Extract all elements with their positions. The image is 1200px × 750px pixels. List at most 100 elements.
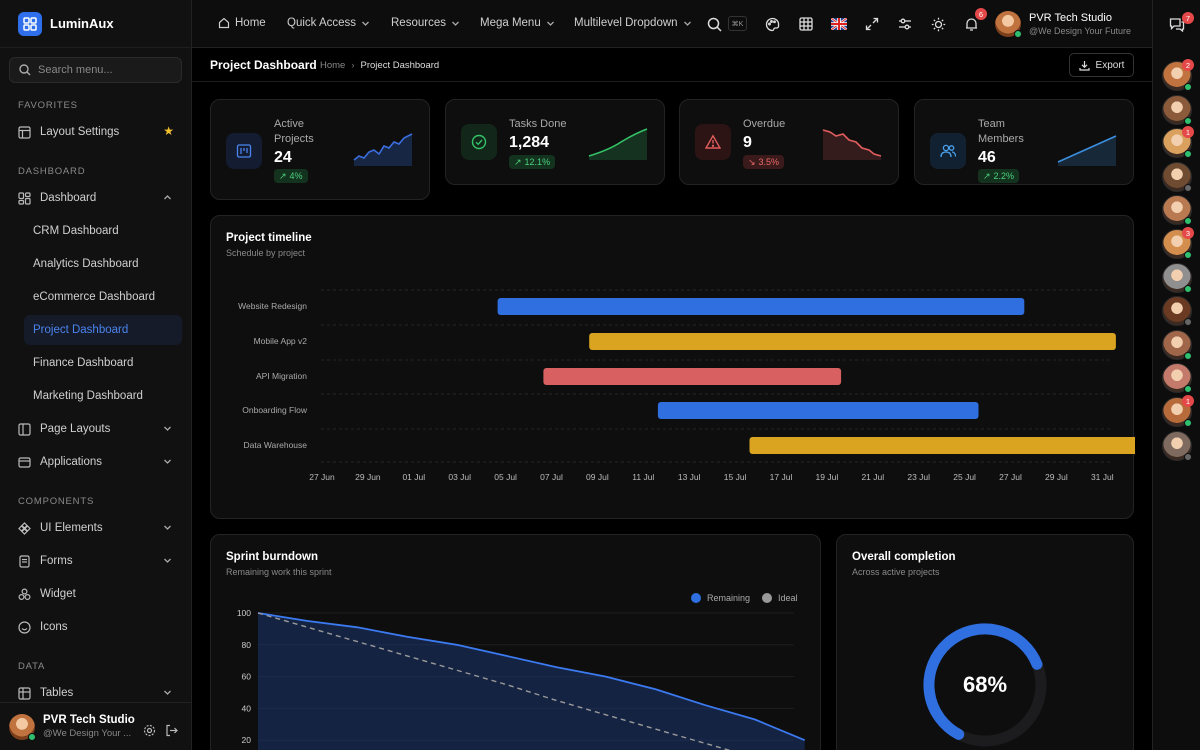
nav-marketing-dashboard[interactable]: Marketing Dashboard: [9, 381, 182, 411]
window-icon: [18, 456, 31, 468]
nav-crm-dashboard[interactable]: CRM Dashboard: [9, 216, 182, 246]
legend-item-remaining[interactable]: Remaining: [691, 593, 750, 603]
nav-widget[interactable]: Widget: [9, 579, 182, 609]
nav-label: UI Elements: [40, 522, 103, 534]
contact-avatar[interactable]: 1: [1162, 126, 1194, 159]
grid-icon[interactable]: [797, 15, 815, 33]
stat-value: 24: [274, 149, 292, 166]
top-nav-quick-access[interactable]: Quick Access: [287, 17, 370, 29]
top-nav-mega-menu[interactable]: Mega Menu: [480, 17, 555, 29]
card-title: Project timeline: [226, 232, 312, 244]
nav-ecommerce-dashboard[interactable]: eCommerce Dashboard: [9, 282, 182, 312]
contact-avatar[interactable]: 2: [1162, 59, 1194, 91]
contact-avatar[interactable]: [1162, 296, 1192, 327]
nav-dashboard[interactable]: Dashboard: [9, 183, 182, 213]
contact-avatar[interactable]: [1162, 329, 1192, 360]
gantt-bar[interactable]: [657, 402, 979, 419]
chevron-up-icon: [164, 195, 171, 200]
nav-applications[interactable]: Applications: [9, 447, 182, 477]
top-nav-label: Home: [235, 17, 266, 29]
burndown-remaining-line[interactable]: [257, 612, 806, 742]
contact-avatar[interactable]: 3: [1162, 227, 1194, 259]
gantt-bar[interactable]: [497, 298, 1025, 315]
contact-avatar[interactable]: 1: [1162, 395, 1194, 427]
stat-card-active-projects[interactable]: Active Projects 24 ↗ 4%: [210, 99, 430, 200]
sun-icon[interactable]: [929, 15, 947, 33]
burndown-ideal-line[interactable]: [257, 612, 805, 750]
nav-icons[interactable]: Icons: [9, 612, 182, 642]
contact-avatar[interactable]: [1162, 262, 1192, 293]
sliders-icon[interactable]: [896, 15, 914, 33]
breadcrumb-home[interactable]: Home: [320, 60, 346, 71]
warning-icon: [695, 124, 731, 160]
bell-icon[interactable]: [962, 15, 980, 33]
search-icon[interactable]: [705, 15, 723, 33]
sidebar-profile[interactable]: PVR Tech Studio @We Design Your ...: [0, 702, 192, 750]
stat-change: 12.1%: [524, 157, 551, 167]
contact-avatar[interactable]: [1162, 363, 1192, 394]
sparkline-tasks-done: [588, 128, 648, 160]
stat-label: Overdue: [743, 118, 786, 130]
gear-icon[interactable]: [143, 724, 156, 737]
palette-icon[interactable]: [763, 15, 781, 33]
stat-value: 9: [743, 134, 752, 151]
stat-change-badge: ↘ 3.5%: [743, 155, 785, 169]
document-icon: [19, 554, 30, 568]
gantt-tick-label: 21 Jul: [861, 472, 884, 482]
gantt-bar[interactable]: [589, 333, 1116, 350]
nav-project-dashboard[interactable]: Project Dashboard: [24, 315, 182, 345]
nav-label: Widget: [40, 588, 76, 600]
trend-up-icon: ↗: [279, 170, 287, 181]
gantt-bar[interactable]: [543, 368, 842, 385]
stat-change: 3.5%: [758, 157, 780, 167]
sparkline-active-projects: [353, 133, 413, 166]
nav-page-layouts[interactable]: Page Layouts: [9, 414, 182, 444]
nav-ui-elements[interactable]: UI Elements: [9, 513, 182, 543]
unread-badge: 3: [1182, 227, 1194, 239]
contact-avatar[interactable]: [1162, 430, 1192, 461]
nav-label: CRM Dashboard: [33, 225, 119, 237]
legend-item-ideal[interactable]: Ideal: [762, 593, 798, 603]
topbar: Home Quick Access Resources Mega Menu Mu…: [192, 0, 1152, 48]
fullscreen-icon[interactable]: [863, 15, 881, 33]
top-nav-multilevel-dropdown[interactable]: Multilevel Dropdown: [574, 17, 692, 29]
brand[interactable]: LuminAux: [0, 0, 191, 48]
search-icon: [19, 64, 31, 76]
contact-avatar[interactable]: [1162, 195, 1192, 226]
nav-label: Page Layouts: [40, 423, 111, 435]
nav-forms[interactable]: Forms: [9, 546, 182, 576]
user-menu[interactable]: PVR Tech Studio @We Design Your Future: [995, 11, 1131, 38]
nav-layout-settings[interactable]: Layout Settings ★: [9, 117, 182, 147]
nav-tables[interactable]: Tables: [9, 678, 182, 708]
nav-analytics-dashboard[interactable]: Analytics Dashboard: [9, 249, 182, 279]
stat-card-overdue[interactable]: Overdue 9 ↘ 3.5%: [679, 99, 899, 185]
breadcrumb-current: Project Dashboard: [360, 60, 440, 71]
export-button[interactable]: Export: [1069, 53, 1134, 77]
nav-finance-dashboard[interactable]: Finance Dashboard: [9, 348, 182, 378]
contact-avatar[interactable]: [1162, 94, 1192, 125]
grid-logo-icon: [18, 11, 42, 36]
gauge-progress-arc: [923, 623, 1043, 740]
stat-card-team-members[interactable]: Team Members 46 ↗ 2.2%: [914, 99, 1134, 185]
chevron-down-icon: [164, 558, 171, 563]
uk-flag-icon[interactable]: [830, 15, 848, 33]
contact-avatar[interactable]: [1162, 161, 1192, 192]
logout-icon[interactable]: [165, 724, 178, 737]
gantt-bar[interactable]: [749, 437, 1136, 454]
status-indicator: [1184, 385, 1192, 394]
star-icon[interactable]: ★: [163, 124, 174, 138]
search-menu-input[interactable]: Search menu...: [9, 57, 182, 83]
chevron-down-icon: [164, 525, 171, 530]
top-nav-home[interactable]: Home: [218, 17, 266, 29]
chat-badge: 7: [1182, 12, 1194, 24]
status-indicator: [1184, 419, 1192, 427]
stat-card-tasks-done[interactable]: Tasks Done 1,284 ↗ 12.1%: [445, 99, 665, 185]
gantt-tick-label: 11 Jul: [632, 472, 654, 482]
gantt-row-label: API Migration: [256, 371, 307, 381]
top-nav-resources[interactable]: Resources: [391, 17, 460, 29]
chevron-down-icon: [362, 21, 369, 26]
status-indicator: [1184, 116, 1192, 125]
gantt-tick-label: 17 Jul: [770, 472, 793, 482]
chevron-down-icon: [164, 459, 171, 464]
